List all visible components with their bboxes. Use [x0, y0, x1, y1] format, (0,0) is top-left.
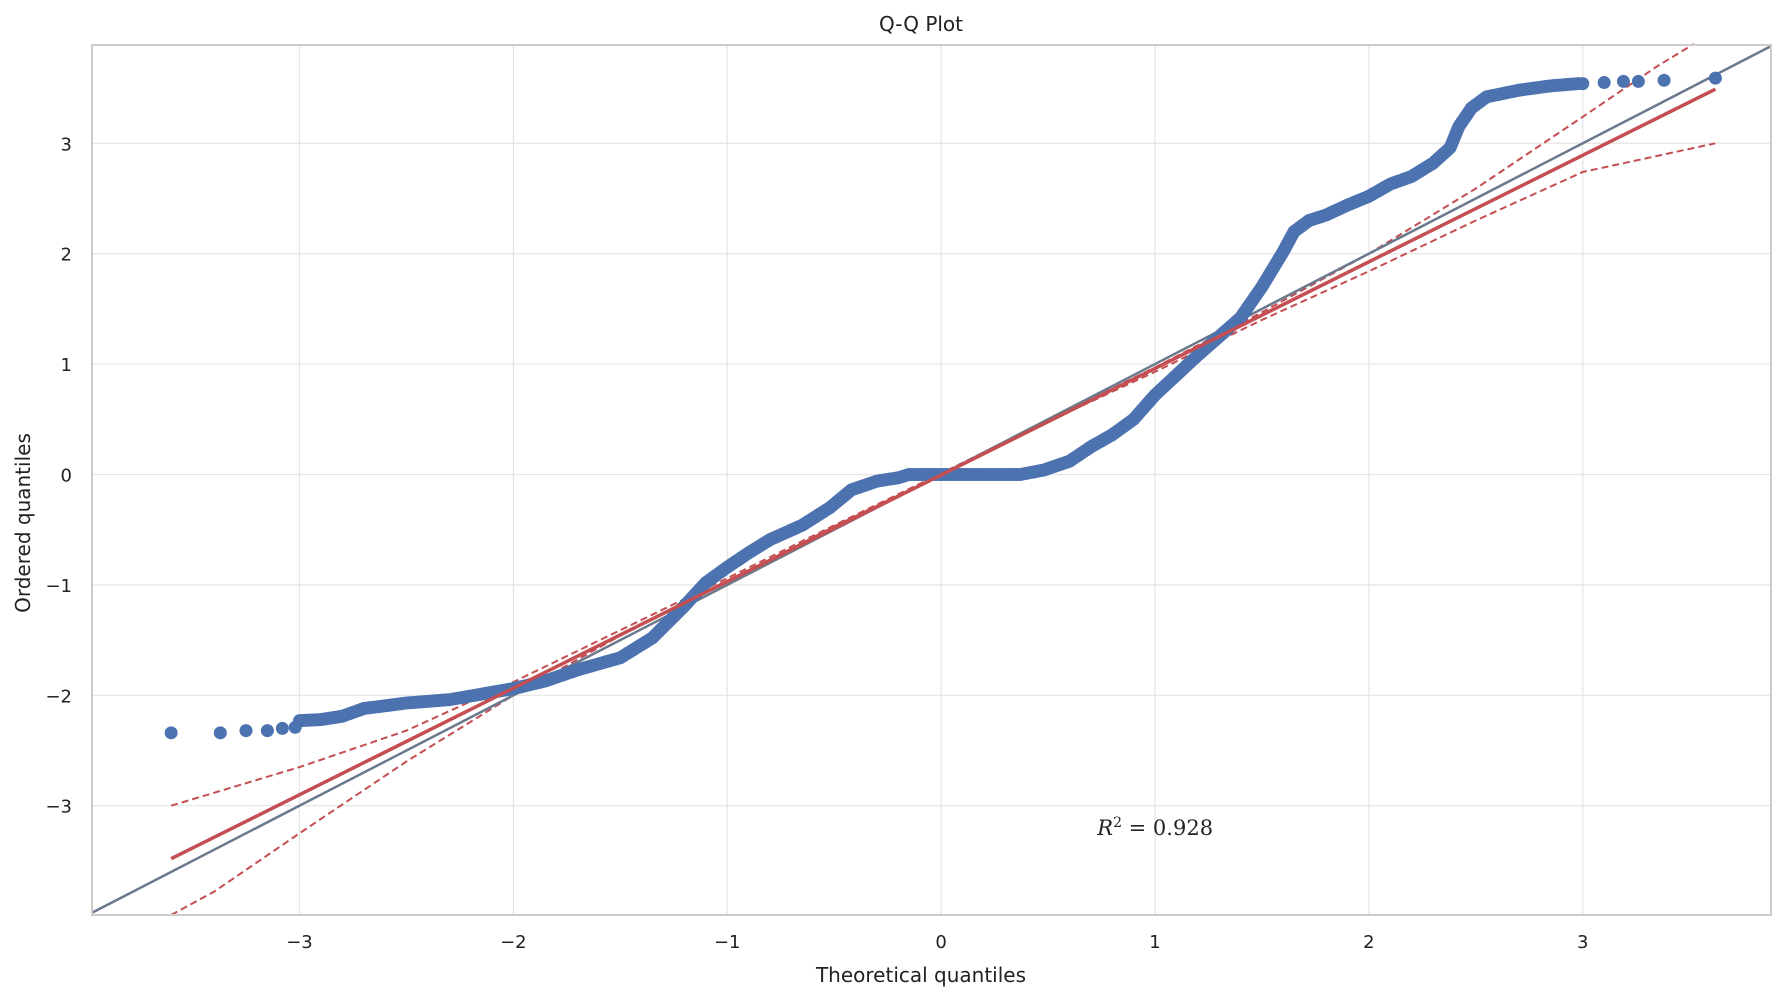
x-tick-label: −2 [500, 932, 527, 953]
x-tick-label: −3 [286, 932, 313, 953]
x-tick-label: −1 [714, 932, 741, 953]
data-point [213, 726, 227, 740]
fit-line-group [170, 87, 1717, 861]
y-tick-label: 0 [61, 465, 72, 486]
plot-frame [91, 44, 1772, 916]
y-tick-label: 1 [61, 355, 72, 376]
y-tick-label: −2 [45, 686, 72, 707]
r-squared-symbol: R [1096, 816, 1113, 840]
data-point [1572, 77, 1586, 91]
data-point [239, 724, 253, 738]
y-tick-label: −3 [45, 797, 72, 818]
confidence-band-upper [170, 43, 1695, 807]
y-axis-label: Ordered quantiles [11, 433, 35, 613]
r-squared-value: = 0.928 [1122, 816, 1213, 840]
data-point [1616, 74, 1630, 88]
x-tick-label: 3 [1577, 932, 1588, 953]
x-axis-label: Theoretical quantiles [815, 963, 1026, 987]
y-tick-label: 2 [61, 245, 72, 266]
data-point [260, 724, 274, 738]
data-point [164, 726, 178, 740]
r-squared-exponent: 2 [1113, 815, 1122, 831]
r-squared-annotation: R2 = 0.928 [1096, 815, 1213, 840]
x-tick-label: 1 [1149, 932, 1160, 953]
y-tick-label: −1 [45, 576, 72, 597]
x-tick-label: 2 [1363, 932, 1374, 953]
fit-line [170, 87, 1717, 861]
data-point [1597, 76, 1611, 90]
y-tick-label: 3 [61, 134, 72, 155]
data-point [1631, 74, 1645, 88]
data-point [1708, 71, 1722, 85]
chart-title: Q-Q Plot [879, 12, 963, 36]
x-tick-labels: −3 −2 −1 0 1 2 3 [286, 932, 1588, 953]
data-point [1657, 73, 1671, 87]
x-tick-label: 0 [935, 932, 946, 953]
data-point [275, 721, 289, 735]
y-tick-labels: −3 −2 −1 0 1 2 3 [45, 134, 72, 817]
